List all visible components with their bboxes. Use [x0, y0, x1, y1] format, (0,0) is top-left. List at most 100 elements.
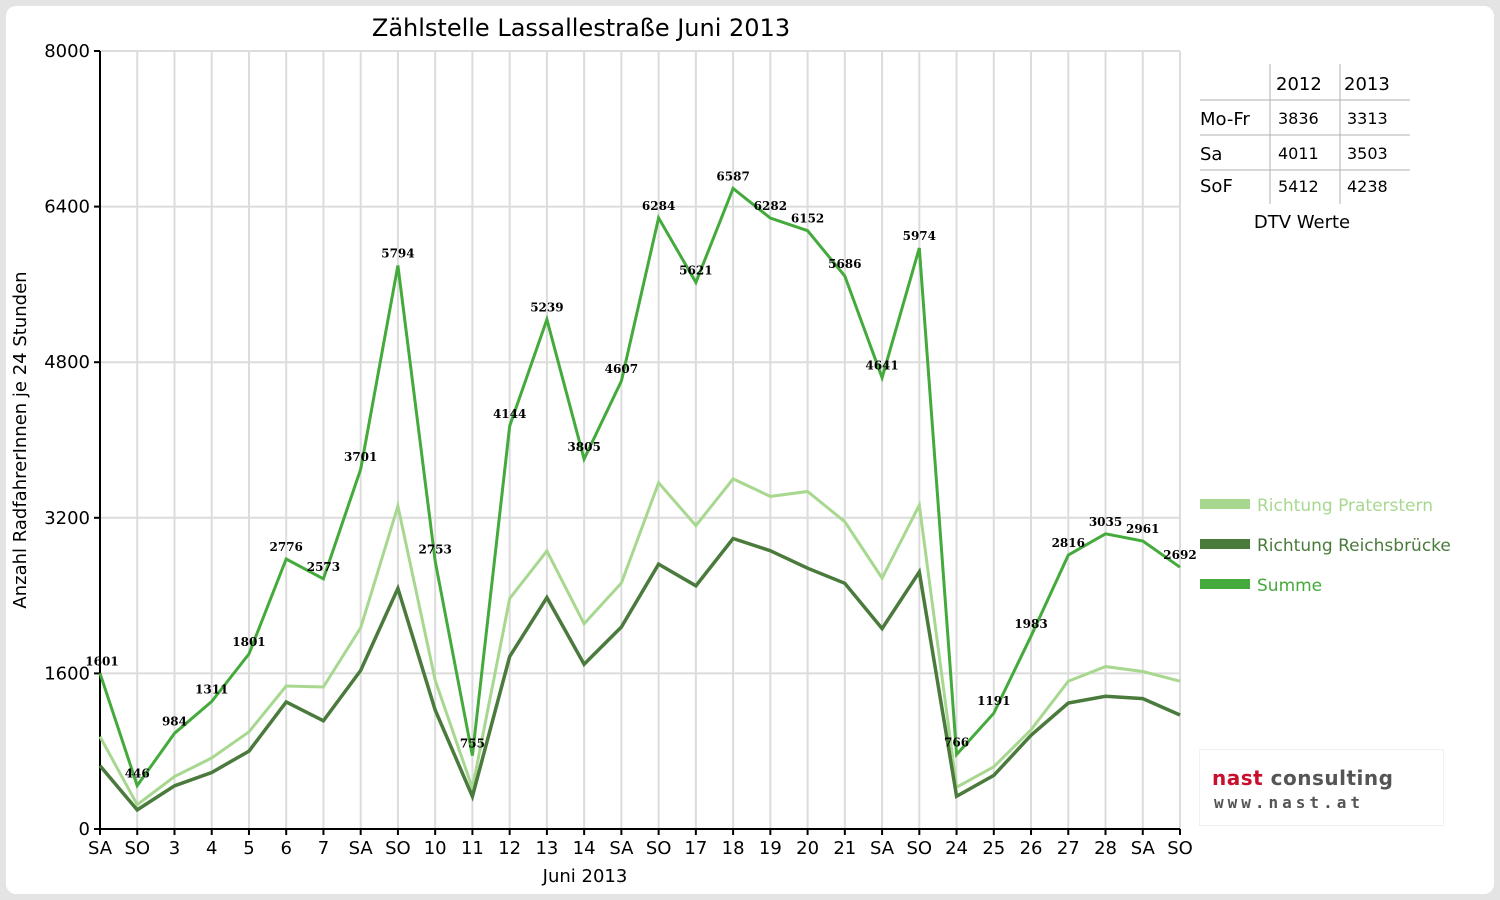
chart-title: Zählstelle Lassallestraße Juni 2013 — [372, 14, 790, 42]
x-tick-label: 11 — [461, 838, 484, 859]
data-label: 5621 — [679, 263, 712, 277]
logo-url: www.nast.at — [1214, 793, 1364, 812]
data-label: 2776 — [270, 540, 303, 554]
y-tick-label: 8000 — [44, 41, 90, 62]
x-tick-label: 12 — [498, 838, 521, 859]
series-line — [98, 477, 1181, 807]
data-label: 1801 — [232, 635, 265, 649]
x-tick-label: 6 — [280, 838, 291, 859]
x-tick-label: 17 — [684, 838, 707, 859]
x-tick-label: 10 — [424, 838, 447, 859]
y-tick-label: 0 — [79, 819, 90, 840]
data-label: 984 — [162, 714, 187, 728]
x-tick-label: 4 — [206, 838, 217, 859]
series-line — [98, 185, 1181, 789]
data-label: 4607 — [605, 362, 638, 376]
legend-label: Summe — [1257, 576, 1322, 596]
logo-brand: nast consulting — [1212, 766, 1393, 790]
data-label: 6282 — [754, 199, 787, 213]
x-axis-title: Juni 2013 — [542, 866, 628, 887]
x-tick-label: SO — [907, 838, 933, 859]
dtv-cell: 5412 — [1278, 177, 1319, 196]
x-tick-label: SA — [1131, 838, 1156, 859]
y-axis-title: Anzahl RadfahrerInnen je 24 Stunden — [10, 271, 31, 608]
x-tick-label: SO — [124, 838, 150, 859]
dtv-table: 2012 2013 Mo-Fr 3836 3313 Sa 4011 3503 S… — [1200, 64, 1410, 233]
y-tick-label: 6400 — [44, 197, 90, 218]
data-label: 2573 — [307, 560, 340, 574]
data-label: 3701 — [344, 450, 377, 464]
legend-swatch — [1200, 499, 1250, 509]
data-label: 3805 — [567, 440, 600, 454]
x-tick-label: 19 — [759, 838, 782, 859]
x-tick-label: SA — [88, 838, 113, 859]
x-tick-label: SA — [609, 838, 634, 859]
dtv-col-2013: 2013 — [1344, 74, 1390, 95]
legend-label: Richtung Reichsbrücke — [1257, 536, 1451, 556]
dtv-cell: 4238 — [1347, 177, 1388, 196]
data-label: 1601 — [85, 654, 118, 668]
legend-label: Richtung Praterstern — [1257, 496, 1433, 516]
logo-brand-nast: nast — [1212, 766, 1264, 790]
x-tick-label: 26 — [1020, 838, 1043, 859]
logo-brand-consulting: consulting — [1263, 766, 1394, 790]
data-label: 1191 — [977, 694, 1010, 708]
data-label: 5974 — [903, 229, 936, 243]
data-label: 5794 — [381, 247, 414, 261]
y-axis-ticks: 0 1600 3200 4800 6400 8000 — [44, 41, 100, 840]
y-tick-label: 4800 — [44, 352, 90, 373]
x-tick-label: 5 — [243, 838, 254, 859]
data-label: 2961 — [1126, 522, 1159, 536]
data-label: 1311 — [195, 683, 228, 697]
data-label: 2753 — [418, 542, 451, 556]
data-label: 6152 — [791, 212, 824, 226]
x-tick-label: SA — [870, 838, 895, 859]
x-axis-ticks: SA SO 3 4 5 6 7 SA SO 10 11 12 13 14 SA SO 17 18 19 20 21 SA S… — [88, 829, 1193, 859]
data-label: 2816 — [1052, 536, 1085, 550]
x-tick-label: 7 — [318, 838, 329, 859]
legend-swatch — [1200, 579, 1250, 589]
data-label: 5239 — [530, 301, 563, 315]
dtv-cell: 3503 — [1347, 144, 1388, 163]
x-tick-label: 18 — [722, 838, 745, 859]
y-tick-label: 3200 — [44, 508, 90, 529]
x-tick-label: 25 — [982, 838, 1005, 859]
series-lines — [98, 185, 1181, 813]
x-tick-label: 3 — [169, 838, 180, 859]
dtv-cell: 4011 — [1278, 144, 1319, 163]
data-labels: 1601 446 984 1311 1801 2776 2573 3701 5794 2753 75… — [85, 169, 1196, 780]
company-logo: nast consulting www.nast.at — [1200, 750, 1443, 825]
dtv-row-label: Mo-Fr — [1200, 109, 1250, 130]
legend-swatch — [1200, 539, 1250, 549]
data-label: 3035 — [1089, 515, 1122, 529]
dtv-col-2012: 2012 — [1276, 74, 1322, 95]
x-tick-label: SO — [646, 838, 672, 859]
data-label: 755 — [460, 737, 485, 751]
x-tick-label: 24 — [945, 838, 968, 859]
data-label: 1983 — [1014, 617, 1047, 631]
x-tick-label: SO — [385, 838, 411, 859]
dtv-row-label: SoF — [1200, 176, 1233, 197]
data-label: 2692 — [1163, 548, 1196, 562]
data-label: 446 — [125, 767, 150, 781]
dtv-caption: DTV Werte — [1254, 212, 1350, 233]
legend: Richtung Praterstern Richtung Reichsbrück… — [1200, 496, 1451, 596]
data-label: 4144 — [493, 407, 526, 421]
dtv-cell: 3836 — [1278, 109, 1319, 128]
x-tick-label: SO — [1167, 838, 1193, 859]
series-line — [98, 536, 1181, 813]
data-label: 766 — [944, 736, 969, 750]
x-tick-label: 20 — [796, 838, 819, 859]
data-label: 4641 — [865, 359, 898, 373]
x-tick-label: 21 — [833, 838, 856, 859]
x-tick-label: 28 — [1094, 838, 1117, 859]
x-tick-label: 27 — [1057, 838, 1080, 859]
y-tick-label: 1600 — [44, 663, 90, 684]
data-label: 5686 — [828, 257, 861, 271]
dtv-cell: 3313 — [1347, 109, 1388, 128]
dtv-row-label: Sa — [1200, 144, 1222, 165]
x-tick-label: 13 — [535, 838, 558, 859]
x-tick-label: SA — [349, 838, 374, 859]
grid — [99, 50, 1181, 830]
